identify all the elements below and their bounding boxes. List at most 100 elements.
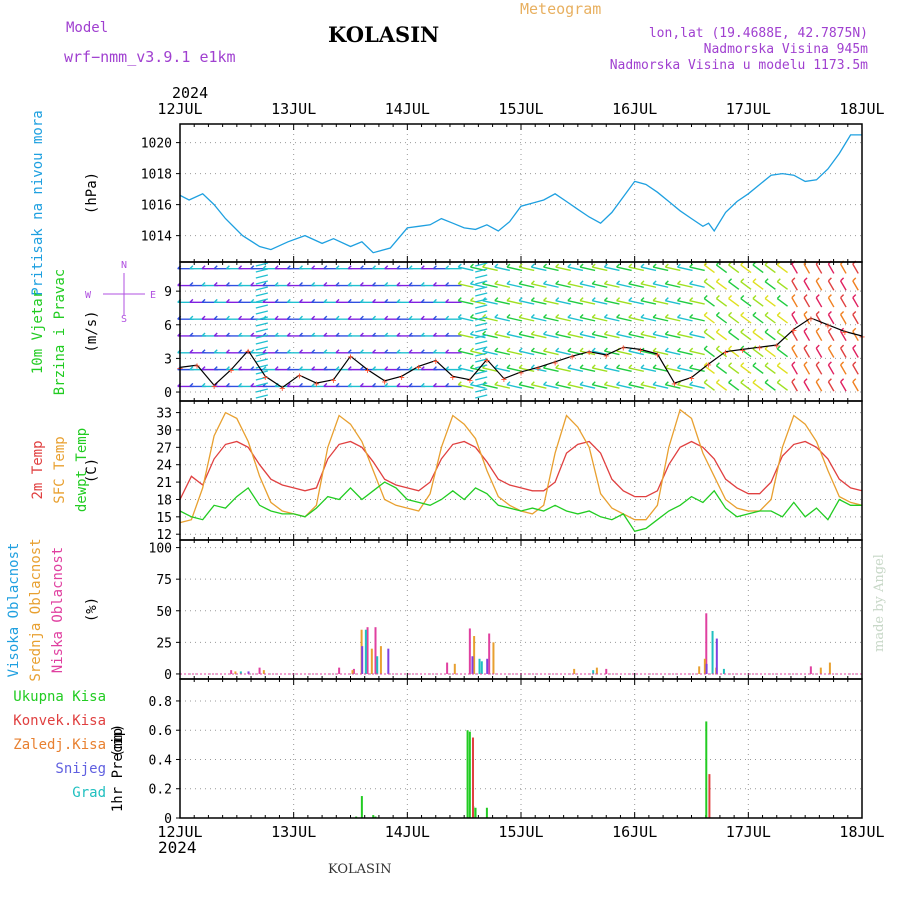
wind-arrow — [255, 274, 268, 279]
gust-mark: + — [757, 343, 763, 354]
wind-arrow-head — [640, 381, 645, 386]
wind-arrow-head — [640, 364, 645, 369]
wind-arrow-head — [494, 330, 499, 335]
wind-arrow — [475, 358, 488, 363]
wind-arrow-head — [652, 330, 657, 335]
wind-arrow — [475, 292, 488, 297]
wind-arrow-head — [652, 347, 657, 352]
wind-arrow-head — [469, 297, 474, 302]
wind-arrow — [791, 347, 798, 358]
gust-mark: + — [569, 352, 575, 363]
wind-arrow-head — [359, 332, 364, 337]
wind-arrow-head — [764, 362, 769, 367]
wind-arrow — [519, 350, 535, 356]
wind-arrow-head — [752, 311, 757, 316]
wind-arrow-head — [852, 294, 857, 299]
gust-mark: + — [211, 381, 217, 392]
wind-arrow — [665, 266, 681, 272]
bar — [471, 656, 474, 674]
wind-arrow — [482, 266, 498, 272]
wind-arrow-head — [372, 298, 377, 303]
wind-arrow — [604, 299, 620, 305]
wind-arrow-head — [555, 297, 560, 302]
wind-arrow — [791, 330, 798, 342]
wind-arrow-head — [740, 278, 745, 283]
wind-arrow — [689, 283, 705, 288]
bar — [485, 807, 488, 818]
y-tick-label: 0.2 — [149, 783, 172, 798]
gust-mark: + — [416, 362, 422, 373]
wind-arrow-head — [852, 310, 857, 315]
panel-unit-label: (C) — [84, 458, 100, 483]
wind-arrow-head — [213, 382, 218, 387]
wind-arrow-head — [396, 282, 401, 287]
wind-arrow — [506, 266, 523, 272]
wind-arrow — [715, 365, 728, 375]
y-tick-label: 9 — [164, 285, 172, 300]
wind-arrow-head — [628, 364, 633, 369]
bar — [473, 636, 476, 674]
wind-arrow-head — [740, 295, 745, 300]
wind-arrow-head — [567, 313, 572, 318]
wind-arrow-head — [591, 313, 596, 318]
wind-arrow-head — [728, 328, 733, 333]
wind-arrow-head — [752, 295, 757, 300]
wind-arrow-head — [420, 315, 425, 320]
y-tick-label: 0 — [164, 668, 172, 683]
wind-arrow — [543, 350, 559, 356]
wind-arrow-head — [298, 265, 303, 270]
wind-arrow-head — [432, 366, 437, 371]
x-tick-label-bottom: 13JUL — [271, 823, 316, 841]
bar — [595, 667, 598, 674]
panel-pressure: 1014 1016 1018 1020 (hPa) — [84, 124, 863, 262]
wind-arrow-head — [372, 265, 377, 270]
wind-arrow-head — [494, 313, 499, 318]
wind-arrow — [567, 299, 584, 305]
wind-arrow — [839, 381, 847, 392]
wind-arrow-head — [262, 349, 267, 354]
wind-arrow-head — [728, 278, 733, 283]
y-tick-label: 0.4 — [149, 753, 173, 768]
panel-wind: 0 3 6 9 (m/s) + + + + + + + + + + + + + + + + + + + + + + + + + + + + + + +… — [84, 260, 865, 401]
wind-arrow — [689, 367, 705, 373]
wind-arrow — [255, 328, 268, 333]
wind-arrow — [715, 281, 728, 290]
wind-arrow — [839, 364, 847, 375]
wind-arrow-head — [518, 330, 523, 335]
wind-arrow — [715, 348, 728, 358]
x-tick-label-top: 14JUL — [385, 100, 430, 118]
wind-arrow — [475, 274, 488, 279]
wind-arrow-head — [603, 364, 608, 369]
wind-arrow — [815, 263, 823, 274]
wind-arrow-head — [201, 382, 206, 387]
bar — [351, 670, 354, 674]
wind-arrow — [803, 280, 811, 291]
wind-arrow-head — [852, 277, 857, 282]
bar — [239, 671, 242, 674]
wind-arrow-head — [384, 298, 389, 303]
gust-mark: + — [518, 368, 524, 379]
panel-temperature: 12 15 18 21 24 27 30 33 (C) — [84, 401, 863, 543]
x-tick-label-top: 12JUL — [157, 100, 202, 118]
wind-arrow-head — [652, 313, 657, 318]
wind-arrow — [506, 384, 523, 389]
wind-arrow — [689, 316, 705, 322]
x-tick-label-top: 13JUL — [271, 100, 316, 118]
wind-arrow-head — [715, 362, 720, 367]
panel-unit-label: (hPa) — [84, 172, 100, 214]
wind-arrow-head — [676, 347, 681, 352]
bar — [478, 658, 481, 674]
wind-arrow-head — [616, 381, 621, 386]
panel-ylabel: SFC Temp — [52, 436, 68, 503]
wind-arrow — [752, 297, 764, 307]
wind-arrow — [752, 348, 764, 358]
wind-arrow-head — [752, 328, 757, 333]
wind-arrow-head — [298, 315, 303, 320]
gust-mark: + — [330, 376, 336, 387]
wind-arrow-head — [225, 282, 230, 287]
wind-arrow-head — [530, 364, 535, 369]
wind-arrow-head — [384, 366, 389, 371]
wind-arrow-head — [189, 298, 194, 303]
panel-ylabel: Srednja Oblacnost — [28, 538, 44, 681]
